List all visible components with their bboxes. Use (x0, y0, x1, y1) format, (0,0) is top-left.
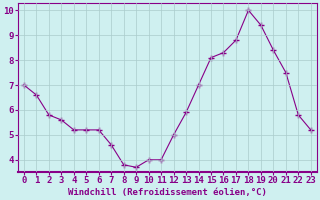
X-axis label: Windchill (Refroidissement éolien,°C): Windchill (Refroidissement éolien,°C) (68, 188, 267, 197)
